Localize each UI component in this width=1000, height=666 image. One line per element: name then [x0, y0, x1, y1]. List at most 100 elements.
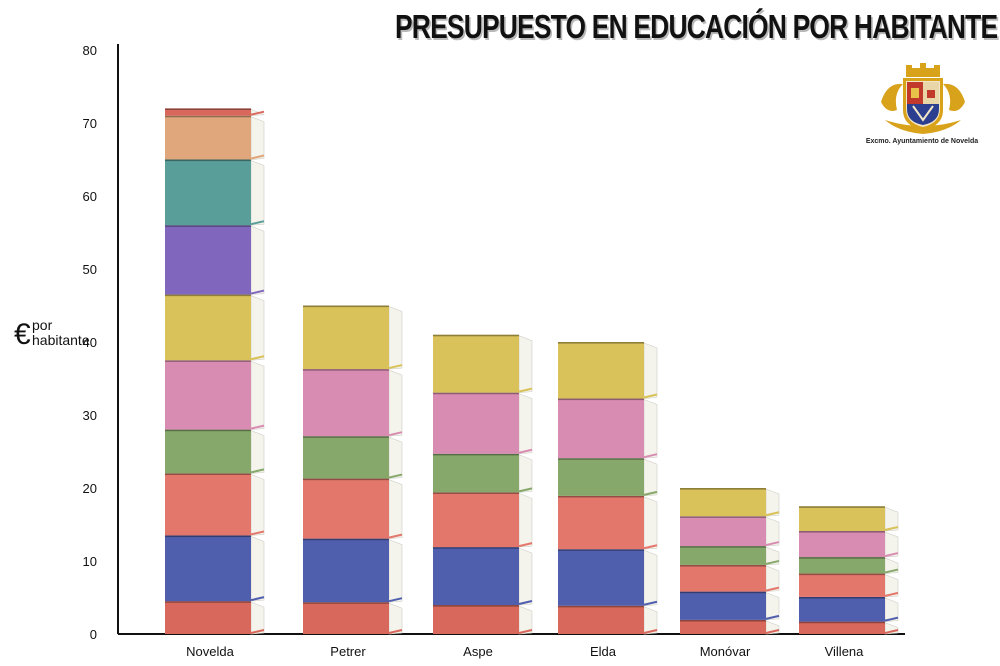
book-seam — [165, 535, 251, 538]
book — [303, 305, 389, 370]
y-tick-label: 30 — [83, 408, 97, 423]
book — [558, 458, 644, 496]
book-cover-edge — [765, 629, 780, 634]
book-pages — [518, 547, 533, 606]
book — [558, 605, 644, 634]
book — [433, 605, 519, 634]
book — [799, 557, 885, 574]
y-tick-label: 80 — [83, 43, 97, 58]
book-cover-edge — [884, 552, 899, 558]
book-pages — [388, 479, 403, 539]
book-seam — [433, 334, 519, 337]
book-seam — [303, 305, 389, 308]
book-cover-edge — [250, 530, 265, 536]
book — [680, 591, 766, 620]
book-seam — [165, 473, 251, 475]
book-cover-edge — [388, 473, 403, 479]
book-cover-edge — [765, 559, 780, 565]
book-cover-edge — [518, 387, 533, 393]
book-pages — [250, 601, 265, 635]
book — [799, 596, 885, 622]
book-pages — [518, 454, 533, 493]
book — [680, 546, 766, 565]
logo-caption: Excmo. Ayuntamiento de Novelda — [865, 138, 979, 145]
book — [433, 392, 519, 454]
book-cover-edge — [643, 600, 658, 606]
book-pages — [388, 436, 403, 479]
book-cover-edge — [643, 544, 658, 550]
book — [680, 619, 766, 634]
book-cover-edge — [250, 355, 265, 361]
book-seam — [165, 108, 251, 110]
book-seam — [433, 492, 519, 494]
x-category-label: Elda — [590, 644, 617, 659]
book — [303, 369, 389, 437]
book — [680, 564, 766, 592]
book-stack — [433, 334, 533, 635]
book-seam — [558, 342, 644, 344]
book — [558, 549, 644, 606]
book-cover-edge — [643, 393, 658, 399]
book-pages — [388, 602, 403, 635]
book-pages — [250, 160, 265, 226]
x-category-label: Aspe — [463, 644, 493, 659]
book-cover-edge — [518, 600, 533, 606]
book-seam — [303, 478, 389, 481]
book-cover-edge — [518, 629, 533, 634]
book — [303, 478, 389, 539]
book-pages — [518, 492, 533, 548]
book — [680, 516, 766, 547]
y-tick-label: 60 — [83, 189, 97, 204]
book-cover-edge — [884, 526, 899, 531]
book-cover-edge — [765, 614, 780, 620]
book-cover-edge — [765, 586, 780, 592]
book-cover-edge — [765, 511, 780, 517]
book-seam — [165, 360, 251, 362]
book-stack — [303, 305, 403, 635]
book — [165, 108, 251, 116]
book — [165, 429, 251, 474]
book — [165, 473, 251, 536]
book-seam — [680, 546, 766, 548]
book-pages — [250, 295, 265, 361]
book-seam — [303, 369, 389, 371]
book-cover-edge — [388, 629, 403, 634]
book — [799, 530, 885, 558]
book-cover-edge — [884, 591, 899, 597]
book — [558, 398, 644, 459]
y-tick-label: 20 — [83, 481, 97, 496]
book-pages — [643, 342, 658, 399]
book — [799, 573, 885, 597]
y-axis-label: € por habitante — [14, 318, 94, 358]
book-seam — [799, 621, 885, 624]
book — [165, 535, 251, 602]
book-cover-edge — [518, 448, 533, 454]
book-cover-edge — [250, 629, 265, 634]
book-cover-edge — [884, 629, 899, 634]
book-pages — [643, 458, 658, 497]
book-seam — [303, 436, 389, 438]
book-seam — [303, 538, 389, 541]
book — [433, 547, 519, 606]
book-cover-edge — [643, 490, 658, 496]
book-pages — [250, 536, 265, 602]
book-cover-edge — [250, 289, 265, 295]
book-pages — [518, 393, 533, 455]
book-seam — [165, 115, 251, 118]
book — [303, 436, 389, 479]
coat-of-arms-icon — [881, 63, 965, 134]
book-cover-edge — [250, 424, 265, 430]
y-axis-label-line-2: habitante — [32, 332, 90, 348]
book-cover-edge — [250, 468, 265, 474]
book-seam — [680, 488, 766, 490]
book — [558, 495, 644, 550]
book-seam — [680, 564, 766, 567]
book — [165, 115, 251, 160]
book-seam — [558, 605, 644, 608]
book-cover-edge — [518, 542, 533, 548]
book-pages — [250, 473, 265, 536]
book-seam — [165, 429, 251, 432]
book-cover-edge — [388, 597, 403, 603]
book — [165, 294, 251, 361]
